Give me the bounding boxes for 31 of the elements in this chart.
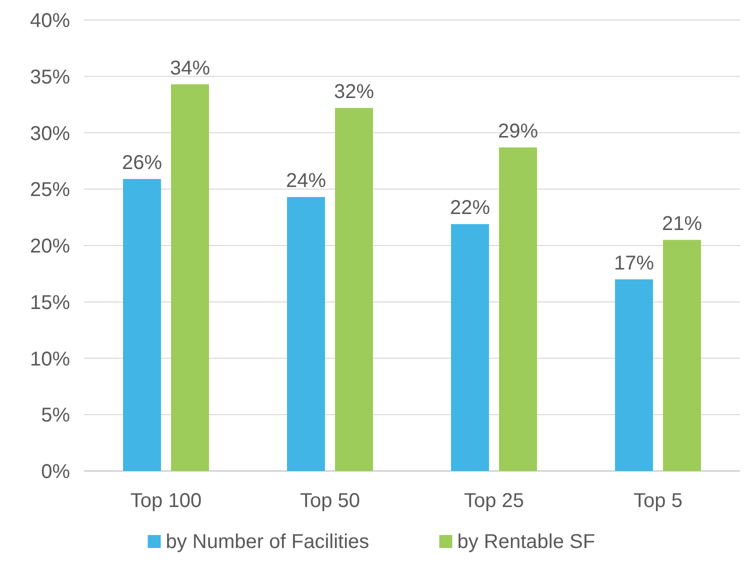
x-tick-label: Top 25 — [464, 490, 524, 512]
bar — [123, 178, 161, 471]
legend-label: by Number of Facilities — [166, 531, 370, 553]
bar — [663, 240, 701, 471]
data-label: 29% — [498, 120, 538, 142]
bar — [499, 147, 537, 471]
x-tick-label: Top 50 — [300, 490, 360, 512]
bar — [287, 197, 325, 471]
data-label: 32% — [334, 80, 374, 103]
x-tick-label: Top 5 — [634, 490, 682, 512]
data-label: 17% — [614, 252, 654, 274]
y-tick-label: 20% — [30, 236, 70, 258]
x-tick-label: Top 100 — [130, 490, 202, 512]
data-label: 24% — [286, 170, 326, 192]
y-tick-label: 25% — [30, 179, 70, 202]
y-tick-label: 40% — [30, 10, 70, 32]
y-tick-label: 30% — [30, 122, 70, 145]
y-tick-label: 0% — [41, 461, 70, 483]
bar — [451, 224, 489, 471]
y-tick-label: 35% — [30, 66, 70, 88]
data-label: 22% — [450, 197, 490, 220]
y-tick-label: 10% — [30, 348, 70, 370]
data-label: 26% — [122, 152, 162, 174]
bar — [171, 84, 209, 471]
y-tick-label: 5% — [41, 404, 70, 427]
legend-label: by Rentable SF — [457, 531, 596, 553]
data-label: 34% — [170, 57, 210, 80]
bar — [335, 108, 373, 471]
data-label: 21% — [662, 212, 702, 235]
bar — [615, 279, 653, 471]
y-tick-label: 15% — [30, 292, 70, 314]
